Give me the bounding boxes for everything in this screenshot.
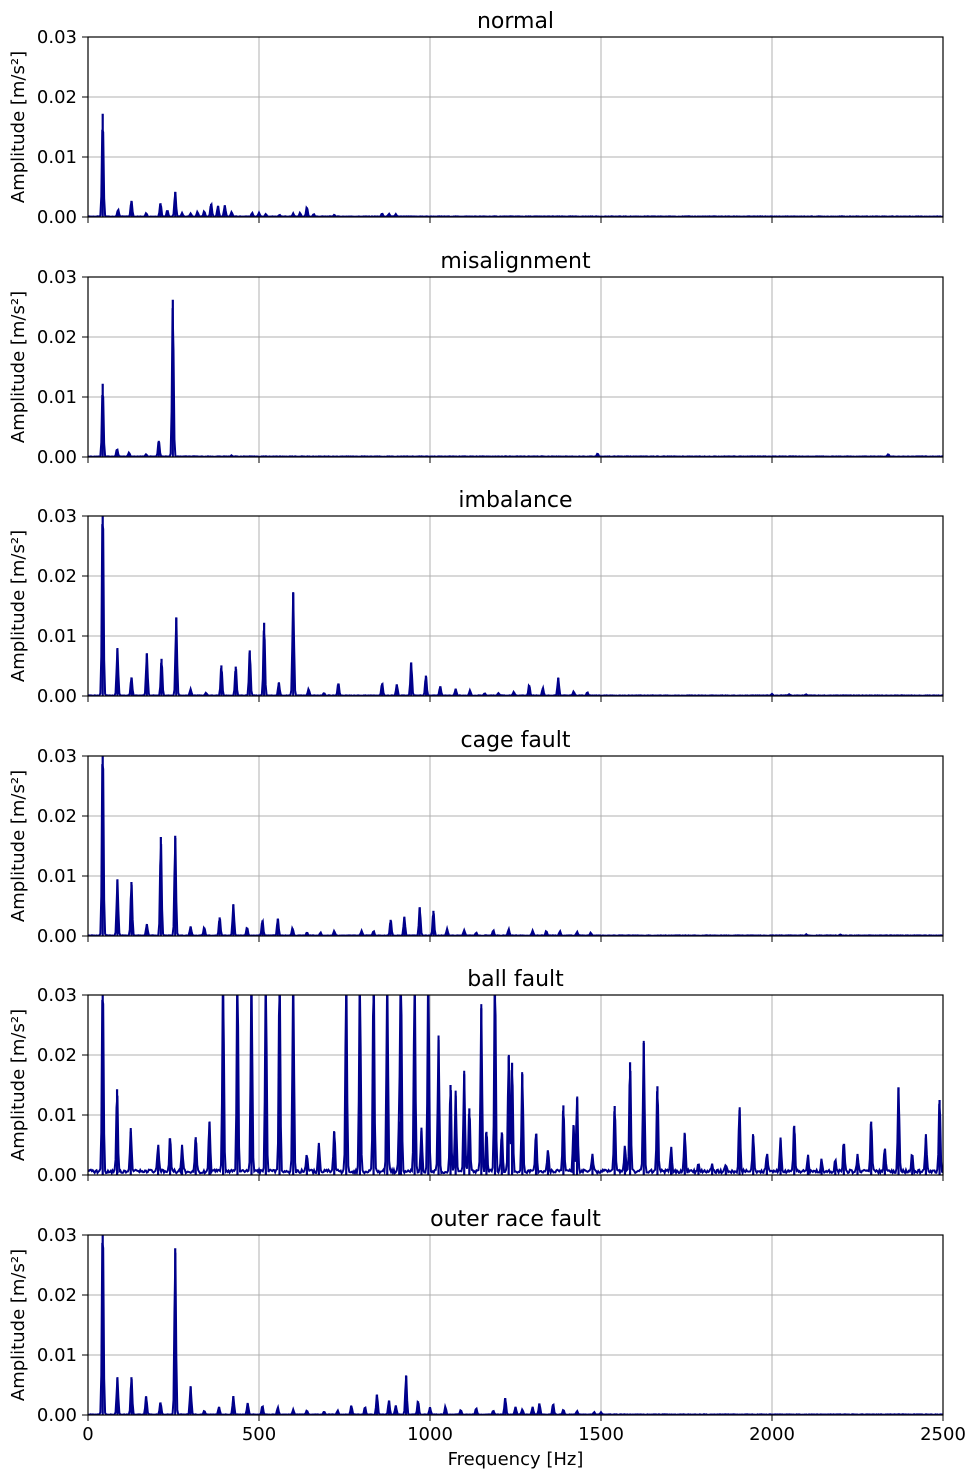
subplot-title: misalignment — [440, 249, 591, 274]
y-tick-label: 0.00 — [37, 686, 77, 707]
axes-frame — [87, 276, 944, 458]
spectrum-line — [88, 308, 943, 457]
x-tick-label: 2500 — [920, 1424, 966, 1445]
subplot-5: 0.00 0.01 0.02 0.03 ball fault Amplitude [m/s… — [8, 967, 944, 1186]
y-tick-label: 0.01 — [37, 1105, 77, 1126]
subplot-title: cage fault — [461, 728, 571, 753]
y-tick-label: 0.02 — [37, 87, 77, 108]
subplot-6: 0 500 1000 1500 2000 2500 0.00 0.01 0.02 0.03 oute… — [8, 1207, 966, 1470]
y-tick-label: 0.02 — [37, 1045, 77, 1066]
subplot-title: ball fault — [467, 967, 564, 992]
subplot-3: 0.00 0.01 0.02 0.03 imbalance Amplitude [m/s²… — [8, 488, 944, 707]
y-tick-label: 0.01 — [37, 387, 77, 408]
y-axis-label: Amplitude [m/s²] — [8, 291, 29, 443]
y-tick-label: 0.01 — [37, 866, 77, 887]
subplot-title: normal — [477, 9, 554, 34]
axes-frame — [87, 36, 944, 218]
x-tick-label: 500 — [242, 1424, 276, 1445]
y-tick-label: 0.03 — [37, 1225, 77, 1246]
axes-frame — [87, 755, 944, 937]
spectrum-line — [88, 995, 943, 1175]
y-tick-label: 0.01 — [37, 1345, 77, 1366]
y-tick-label: 0.03 — [37, 985, 77, 1006]
y-axis-label: Amplitude [m/s²] — [8, 770, 29, 922]
subplot-title: imbalance — [458, 488, 572, 513]
x-tick-label: 0 — [82, 1424, 93, 1445]
y-axis-label: Amplitude [m/s²] — [8, 1009, 29, 1161]
spectrum-line — [88, 129, 943, 217]
y-tick-label: 0.00 — [37, 207, 77, 228]
spectrum-line — [88, 1242, 943, 1415]
x-axis-label: Frequency [Hz] — [448, 1449, 584, 1470]
y-tick-label: 0.02 — [37, 1285, 77, 1306]
y-axis-label: Amplitude [m/s²] — [8, 51, 29, 203]
axes-frame — [87, 515, 944, 697]
y-tick-label: 0.03 — [37, 267, 77, 288]
y-tick-label: 0.03 — [37, 746, 77, 767]
y-tick-label: 0.02 — [37, 566, 77, 587]
y-tick-label: 0.01 — [37, 147, 77, 168]
x-tick-label: 2000 — [749, 1424, 795, 1445]
y-tick-label: 0.02 — [37, 327, 77, 348]
y-tick-label: 0.02 — [37, 806, 77, 827]
spectrum-line — [88, 523, 943, 696]
y-axis-label: Amplitude [m/s²] — [8, 1249, 29, 1401]
axes-frame — [87, 994, 944, 1176]
subplot-1: 0.00 0.01 0.02 0.03 normal Amplitude [m/s²] — [8, 9, 944, 228]
y-tick-label: 0.03 — [37, 506, 77, 527]
subplot-2: 0.00 0.01 0.02 0.03 misalignment Amplitude [m… — [8, 249, 944, 468]
y-tick-label: 0.00 — [37, 447, 77, 468]
y-axis-label: Amplitude [m/s²] — [8, 530, 29, 682]
x-tick-label: 1500 — [578, 1424, 624, 1445]
spectrum-line — [88, 763, 943, 936]
subplot-title: outer race fault — [430, 1207, 601, 1232]
y-tick-label: 0.01 — [37, 626, 77, 647]
subplot-4: 0.00 0.01 0.02 0.03 cage fault Amplitude [m/s… — [8, 728, 944, 947]
axes-frame — [87, 1234, 944, 1416]
y-tick-label: 0.00 — [37, 1165, 77, 1186]
x-tick-label: 1000 — [407, 1424, 453, 1445]
y-tick-label: 0.00 — [37, 1405, 77, 1426]
y-tick-label: 0.03 — [37, 27, 77, 48]
y-tick-label: 0.00 — [37, 926, 77, 947]
